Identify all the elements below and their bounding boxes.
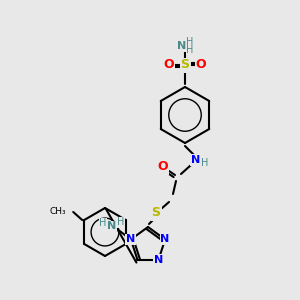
Text: H: H (186, 45, 194, 55)
Text: O: O (164, 58, 174, 71)
Text: S: S (181, 58, 190, 71)
Text: N: N (154, 255, 163, 265)
Text: O: O (196, 58, 206, 71)
Text: CH₃: CH₃ (50, 208, 66, 217)
Text: H: H (99, 218, 106, 228)
Text: N: N (191, 155, 201, 165)
Text: H: H (201, 158, 209, 168)
Text: N: N (126, 234, 136, 244)
Text: N: N (177, 41, 187, 51)
Text: H: H (117, 218, 124, 227)
Text: O: O (158, 160, 168, 173)
Text: S: S (152, 206, 160, 220)
Text: H: H (186, 37, 194, 47)
Text: N: N (160, 234, 170, 244)
Text: N: N (107, 221, 116, 231)
